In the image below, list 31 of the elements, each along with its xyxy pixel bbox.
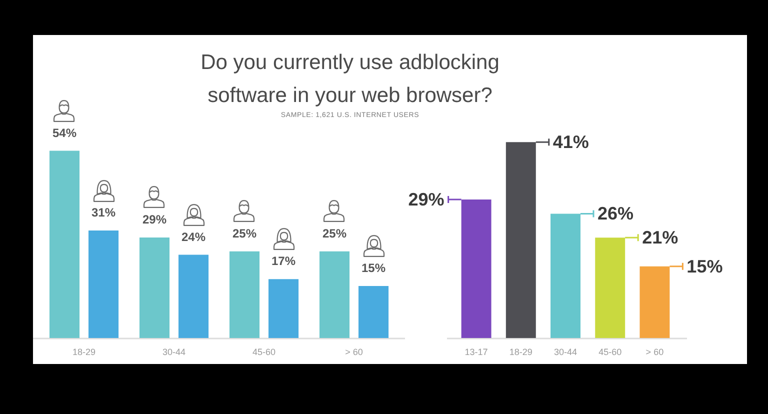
x-tick-label: 18-29 — [509, 346, 532, 357]
bar — [358, 286, 389, 338]
chart-title: Do you currently use adblocking software in your web browser? — [200, 50, 500, 109]
data-label: 29% — [142, 212, 167, 226]
bar — [178, 254, 209, 338]
data-label: 54% — [52, 126, 77, 140]
bar — [139, 237, 170, 338]
bar — [49, 150, 80, 338]
data-label: 26% — [597, 204, 634, 224]
bar — [319, 251, 350, 338]
x-tick-label: 13-17 — [464, 346, 488, 357]
bar — [268, 279, 299, 338]
data-label: 21% — [642, 228, 678, 248]
x-tick-label: > 60 — [345, 346, 363, 357]
x-tick-label: 30-44 — [554, 346, 578, 357]
data-label: 25% — [322, 226, 347, 240]
bar — [88, 230, 119, 338]
data-label: 31% — [91, 206, 116, 220]
x-tick-label: 45-60 — [252, 346, 276, 357]
data-label: 41% — [552, 132, 589, 152]
data-label: 15% — [361, 261, 386, 275]
data-label: 17% — [271, 254, 296, 268]
data-label: 15% — [686, 256, 723, 276]
x-tick-label: 45-60 — [598, 346, 622, 357]
x-tick-label: 30-44 — [162, 346, 186, 357]
data-label: 24% — [181, 230, 206, 244]
x-tick-label: > 60 — [646, 346, 664, 357]
x-tick-label: 18-29 — [72, 346, 96, 357]
data-label: 29% — [408, 189, 444, 210]
data-label: 25% — [232, 226, 257, 240]
bar — [229, 251, 260, 338]
